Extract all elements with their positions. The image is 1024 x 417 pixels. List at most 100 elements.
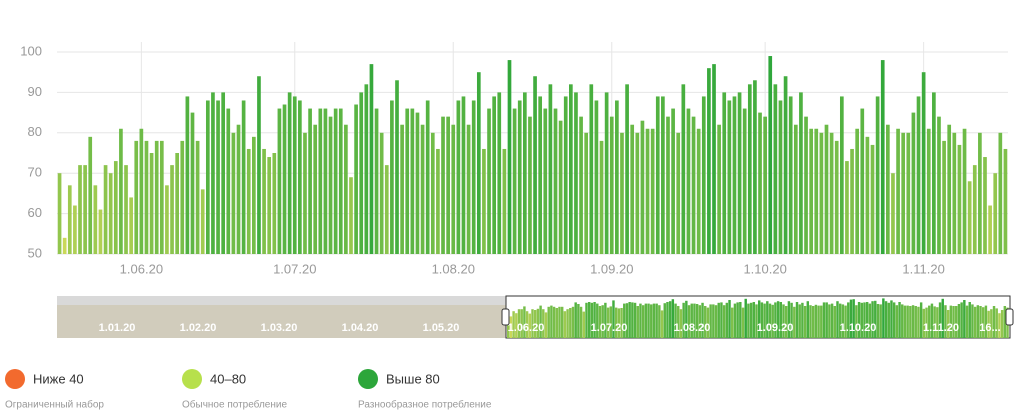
bar <box>834 140 839 254</box>
y-tick-label: 80 <box>28 124 42 139</box>
navigator-label: 1.06.20 <box>508 322 545 334</box>
navigator-bar <box>774 302 777 338</box>
bar <box>625 84 629 254</box>
navigator-bar <box>679 309 683 338</box>
navigator-bar <box>650 304 653 338</box>
navigator-bar <box>566 309 569 338</box>
navigator-label: 1.03.20 <box>261 322 298 334</box>
navigator-label: 1.10.20 <box>840 322 877 334</box>
bar <box>103 165 108 254</box>
navigator-bar <box>825 302 828 338</box>
bar <box>303 132 307 254</box>
navigator-bar <box>898 302 901 338</box>
navigator-bar <box>563 311 567 338</box>
bar <box>83 165 87 254</box>
navigator-label: 1.01.20 <box>99 322 136 334</box>
bar <box>139 128 144 254</box>
bar <box>113 161 118 254</box>
navigator-bar <box>933 306 936 338</box>
bar <box>850 148 854 254</box>
navigator-bar <box>1000 310 1004 338</box>
navigator-bar <box>523 306 526 338</box>
bar <box>287 92 292 255</box>
bar <box>323 108 328 254</box>
navigator-bar <box>542 309 545 338</box>
navigator-bar <box>641 305 645 338</box>
navigator-bar <box>955 306 958 338</box>
bar <box>579 116 583 254</box>
bar <box>906 132 911 254</box>
bar <box>891 173 895 254</box>
bar <box>799 92 803 255</box>
navigator-bar <box>539 305 542 338</box>
bar <box>129 197 133 254</box>
navigator-bar <box>990 309 993 338</box>
bar <box>671 108 675 254</box>
bar <box>185 96 190 254</box>
navigator-bar <box>776 301 780 338</box>
navigator-bar <box>633 302 637 338</box>
navigator-bar <box>979 306 982 338</box>
bar <box>415 112 420 254</box>
navigator-bar <box>704 306 707 338</box>
navigator-bar <box>987 310 990 338</box>
navigator-bar <box>677 306 680 338</box>
navigator-bar <box>820 305 823 338</box>
navigator-bar <box>609 306 612 338</box>
bar <box>691 116 696 254</box>
navigator-bar <box>879 304 882 338</box>
bar <box>967 181 972 254</box>
navigator-bar <box>793 306 796 338</box>
bar <box>865 136 870 254</box>
navigator-handle[interactable] <box>501 308 510 326</box>
navigator-bar <box>558 306 561 338</box>
navigator-bar <box>882 298 885 338</box>
bar <box>824 124 829 254</box>
bar <box>722 92 727 255</box>
bar <box>753 80 757 254</box>
x-tick-label: 1.09.20 <box>590 261 633 276</box>
bar <box>338 108 343 254</box>
bar <box>758 112 762 254</box>
bar <box>78 165 82 254</box>
navigator-bar <box>736 302 739 338</box>
navigator-bar <box>760 302 764 338</box>
bar <box>344 124 348 254</box>
y-tick-label: 60 <box>28 205 42 220</box>
bar <box>635 132 640 254</box>
navigator-bar <box>814 304 818 338</box>
navigator-label: 1.11.20 <box>923 322 959 334</box>
bar <box>594 100 599 254</box>
bar <box>119 128 123 254</box>
navigator-bar <box>690 303 693 338</box>
bar <box>681 84 686 254</box>
navigator-bar <box>693 303 696 338</box>
bar <box>308 108 312 254</box>
navigator-bar <box>593 302 596 338</box>
bar <box>543 108 548 254</box>
navigator-bar <box>560 306 564 338</box>
navigator-label: 1.02.20 <box>180 322 217 334</box>
legend-description: Разнообразное потребление <box>358 399 492 411</box>
navigator-handle[interactable] <box>1005 308 1014 326</box>
navigator-label: 1.07.20 <box>591 322 628 334</box>
bar <box>645 128 650 254</box>
bar <box>768 56 773 254</box>
bar <box>839 96 844 254</box>
navigator-bar <box>992 306 996 338</box>
navigator-bar <box>587 302 591 338</box>
bar <box>901 132 906 254</box>
navigator-label: 1.09.20 <box>757 322 794 334</box>
bar <box>257 76 261 255</box>
navigator-bar <box>906 305 909 338</box>
bar <box>712 64 716 255</box>
bar <box>482 148 486 254</box>
navigator-bar <box>995 308 998 338</box>
bar <box>993 173 998 254</box>
navigator-bar <box>892 302 896 338</box>
bar <box>512 108 517 254</box>
bar <box>379 132 384 254</box>
navigator-bar <box>636 306 639 338</box>
bar <box>216 100 220 254</box>
bar <box>942 140 946 254</box>
